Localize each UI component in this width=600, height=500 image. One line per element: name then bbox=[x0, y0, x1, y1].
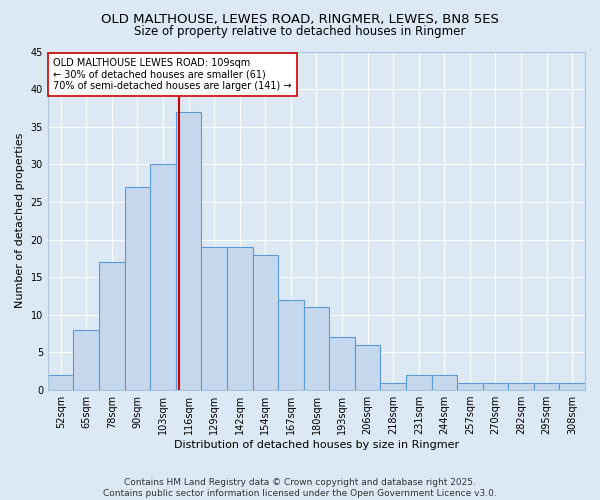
Bar bbox=[534, 382, 559, 390]
Bar bbox=[125, 187, 150, 390]
Bar bbox=[202, 247, 227, 390]
Bar bbox=[559, 382, 585, 390]
Text: OLD MALTHOUSE LEWES ROAD: 109sqm
← 30% of detached houses are smaller (61)
70% o: OLD MALTHOUSE LEWES ROAD: 109sqm ← 30% o… bbox=[53, 58, 292, 92]
Bar bbox=[176, 112, 202, 390]
Text: Size of property relative to detached houses in Ringmer: Size of property relative to detached ho… bbox=[134, 25, 466, 38]
Bar bbox=[380, 382, 406, 390]
Bar bbox=[253, 254, 278, 390]
Bar bbox=[48, 375, 73, 390]
Bar bbox=[150, 164, 176, 390]
Bar bbox=[99, 262, 125, 390]
Bar bbox=[329, 338, 355, 390]
Text: OLD MALTHOUSE, LEWES ROAD, RINGMER, LEWES, BN8 5ES: OLD MALTHOUSE, LEWES ROAD, RINGMER, LEWE… bbox=[101, 12, 499, 26]
Bar bbox=[355, 345, 380, 390]
Bar bbox=[227, 247, 253, 390]
Bar bbox=[482, 382, 508, 390]
Bar bbox=[73, 330, 99, 390]
Bar bbox=[431, 375, 457, 390]
Y-axis label: Number of detached properties: Number of detached properties bbox=[15, 133, 25, 308]
Text: Contains HM Land Registry data © Crown copyright and database right 2025.
Contai: Contains HM Land Registry data © Crown c… bbox=[103, 478, 497, 498]
Bar bbox=[508, 382, 534, 390]
X-axis label: Distribution of detached houses by size in Ringmer: Distribution of detached houses by size … bbox=[174, 440, 459, 450]
Bar bbox=[278, 300, 304, 390]
Bar bbox=[457, 382, 482, 390]
Bar bbox=[304, 308, 329, 390]
Bar bbox=[406, 375, 431, 390]
